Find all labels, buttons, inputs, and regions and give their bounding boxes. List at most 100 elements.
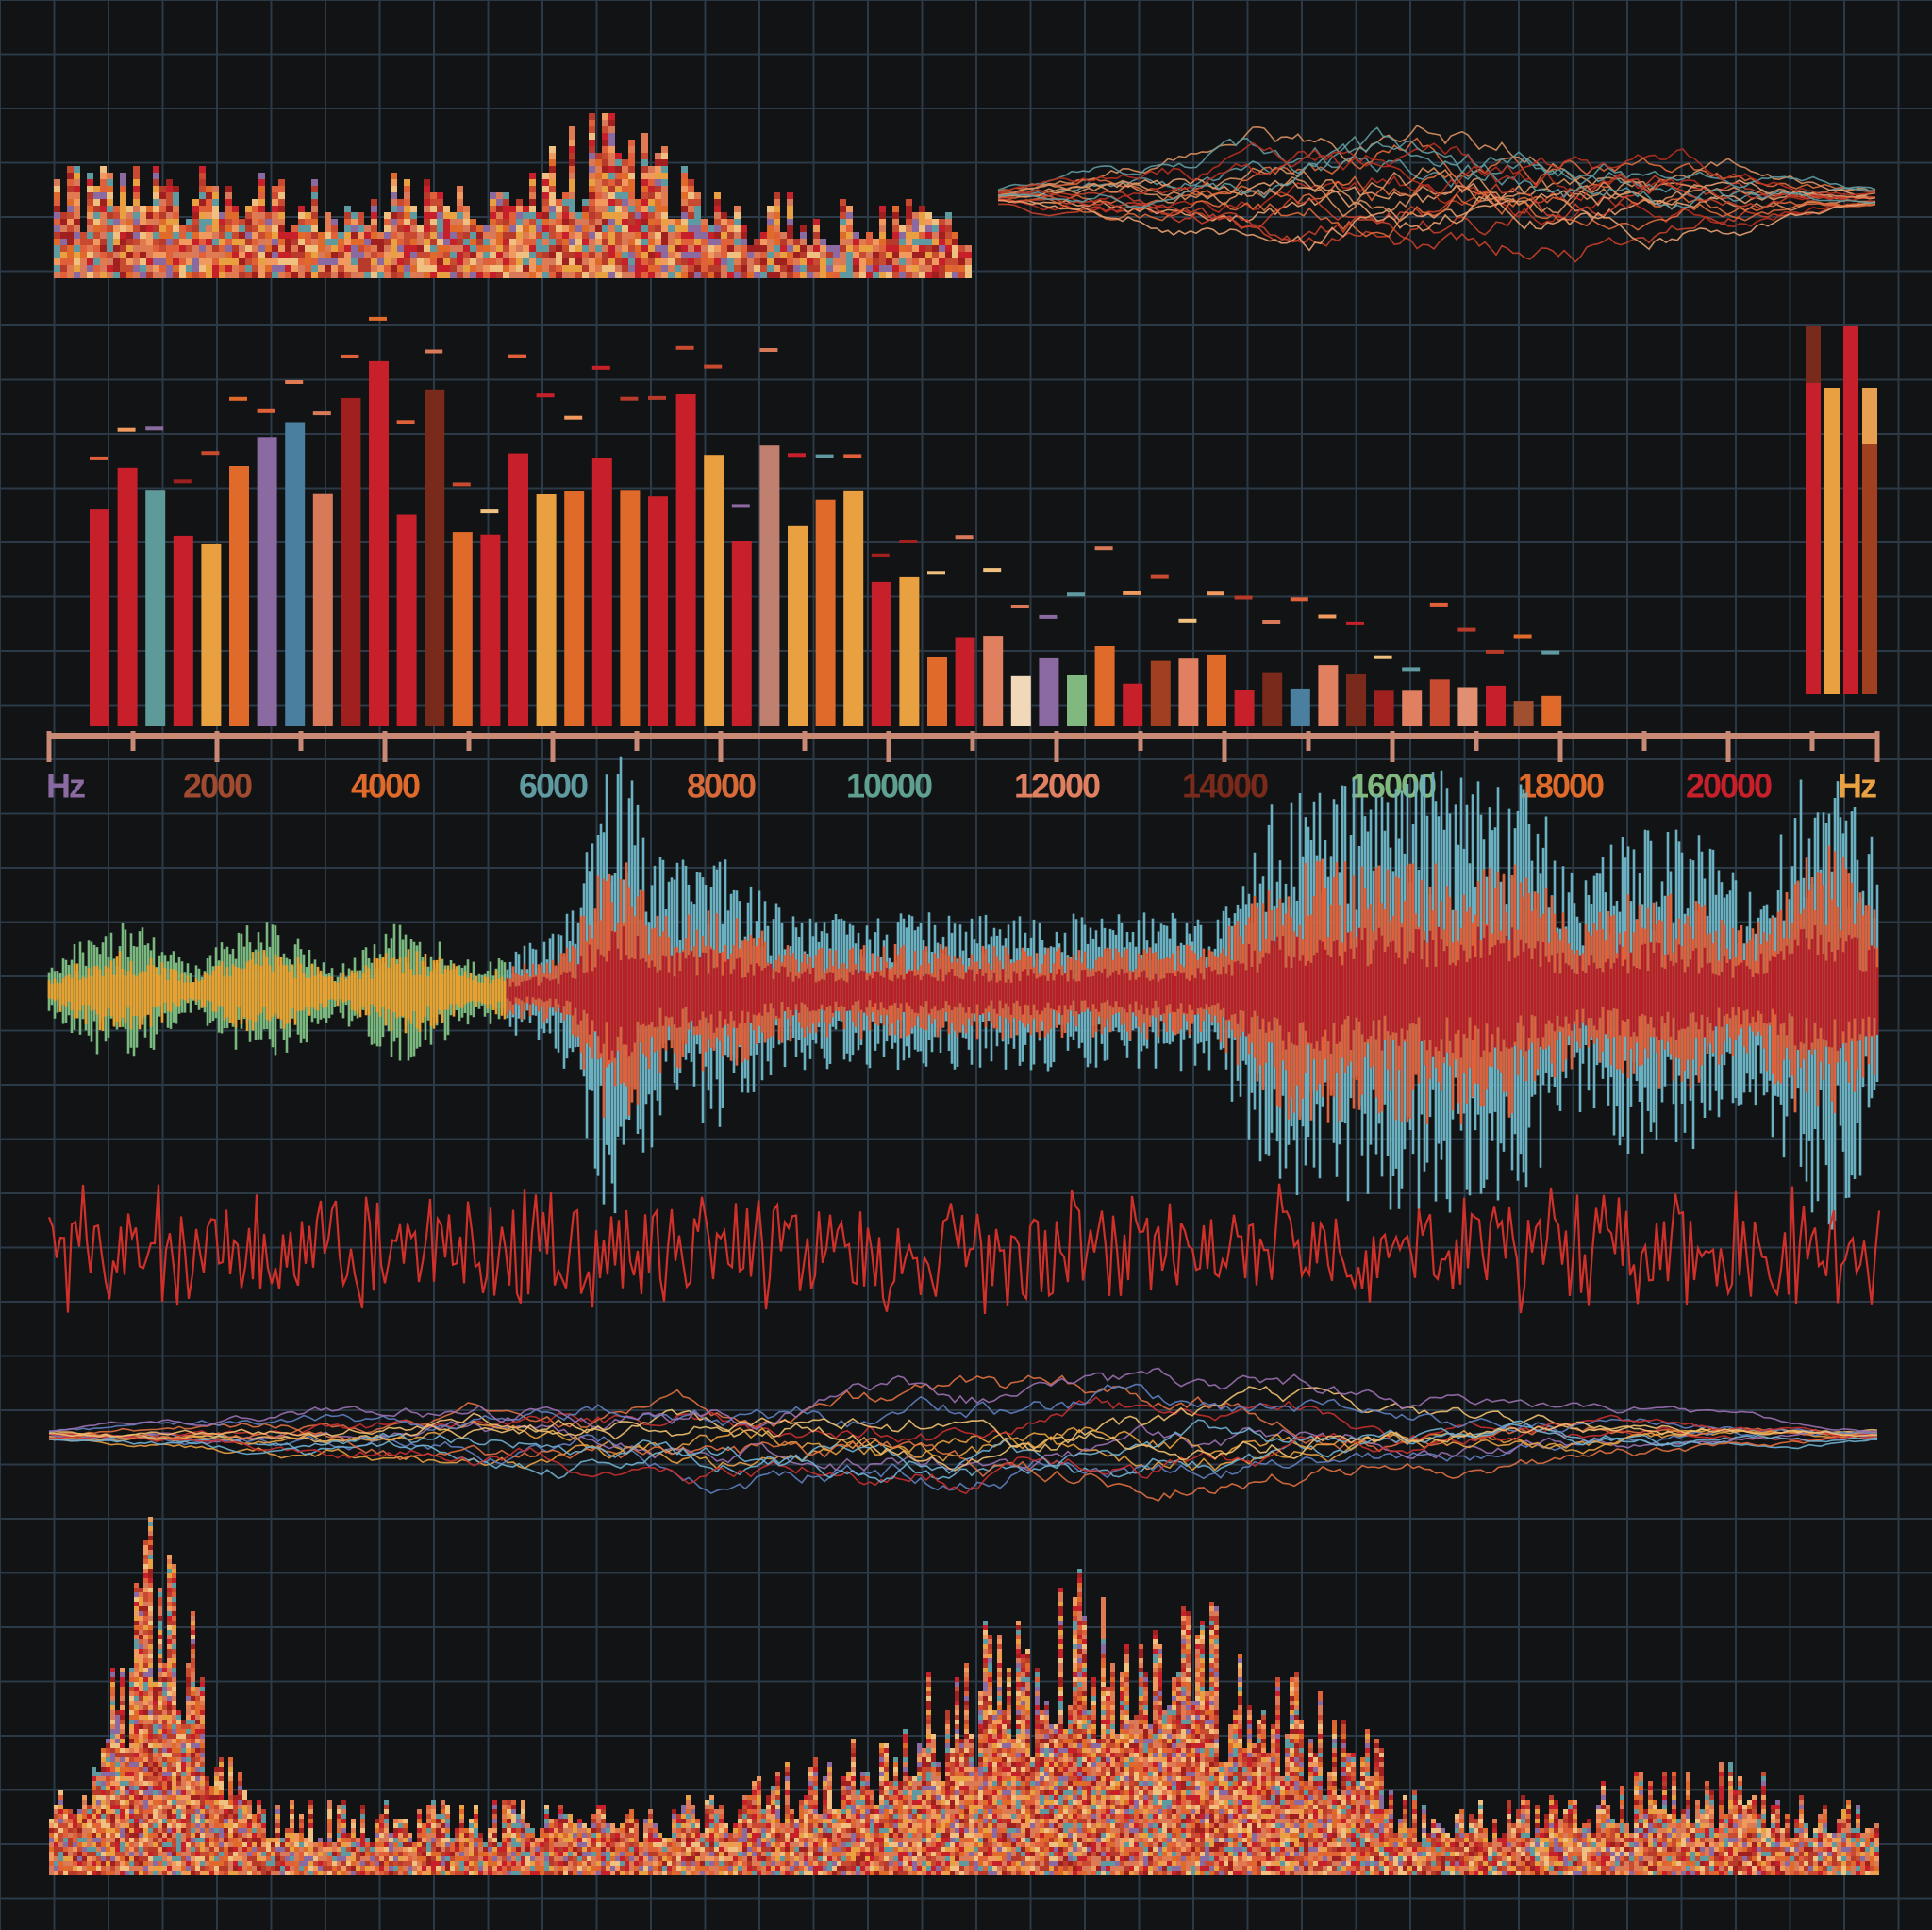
mosaic-cell — [337, 1842, 341, 1847]
mosaic-cell — [199, 206, 206, 212]
mosaic-cell — [344, 239, 351, 245]
mosaic-cell — [186, 1729, 191, 1734]
mosaic-cell — [87, 1852, 92, 1856]
mosaic-cell — [558, 1809, 563, 1814]
mosaic-cell — [625, 1819, 629, 1823]
mosaic-cell — [275, 1814, 280, 1819]
mosaic-cell — [129, 1715, 134, 1720]
mosaic-cell — [327, 1847, 332, 1852]
mosaic-cell — [705, 1823, 709, 1828]
mosaic-cell — [738, 1847, 742, 1852]
mosaic-cell — [266, 1838, 271, 1842]
mosaic-cell — [305, 265, 311, 272]
mosaic-cell — [853, 252, 859, 258]
mosaic-cell — [714, 1833, 719, 1838]
mosaic-cell — [879, 1866, 884, 1871]
mosaic-cell — [408, 1838, 412, 1842]
mosaic-cell — [846, 1828, 851, 1833]
mosaic-cell — [107, 212, 113, 219]
mosaic-cell — [323, 1871, 327, 1875]
mosaic-cell — [639, 1852, 643, 1856]
mosaic-cell — [199, 199, 206, 206]
mosaic-cell — [431, 1871, 436, 1875]
mosaic-cell — [799, 1823, 804, 1828]
mosaic-cell — [153, 265, 159, 272]
mosaic-cell — [167, 1833, 172, 1838]
mosaic-cell — [804, 1861, 808, 1866]
mosaic-cell — [422, 1871, 426, 1875]
mosaic-cell — [186, 1682, 191, 1687]
mosaic-cell — [384, 1828, 389, 1833]
mosaic-cell — [233, 1842, 238, 1847]
mosaic-cell — [589, 159, 595, 166]
mosaic-cell — [167, 1616, 172, 1621]
mosaic-cell — [365, 1866, 370, 1871]
mosaic-cell — [785, 1781, 790, 1786]
mosaic-cell — [205, 1819, 209, 1823]
mosaic-cell — [278, 206, 285, 212]
mosaic-cell — [595, 258, 602, 265]
mosaic-cell — [734, 232, 741, 239]
mosaic-cell — [308, 1852, 313, 1856]
mosaic-cell — [110, 1743, 115, 1748]
mosaic-cell — [143, 1663, 148, 1668]
mosaic-cell — [146, 258, 153, 265]
mosaic-cell — [375, 1838, 379, 1842]
mosaic-cell — [101, 1805, 106, 1809]
mosaic-cell — [331, 265, 338, 272]
mosaic-cell — [606, 1871, 610, 1875]
mosaic-cell — [747, 1861, 752, 1866]
mosaic-cell — [58, 1800, 63, 1805]
mosaic-cell — [285, 1856, 290, 1861]
mosaic-cell — [502, 1805, 507, 1809]
mosaic-cell — [120, 1795, 125, 1800]
mosaic-cell — [191, 1663, 195, 1668]
mosaic-cell — [115, 1805, 120, 1809]
mosaic-cell — [701, 232, 708, 239]
mosaic-cell — [641, 232, 648, 239]
mosaic-cell — [780, 1856, 785, 1861]
mosaic-cell — [573, 1856, 577, 1861]
mosaic-cell — [272, 225, 278, 232]
mosaic-cell — [417, 1847, 422, 1852]
mosaic-cell — [391, 186, 397, 192]
mosaic-cell — [242, 1819, 247, 1823]
mosaic-cell — [602, 173, 608, 179]
mosaic-cell — [245, 239, 252, 245]
mosaic-cell — [173, 232, 179, 239]
mosaic-cell — [577, 1842, 582, 1847]
mosaic-cell — [87, 1871, 92, 1875]
mosaic-cell — [120, 1847, 125, 1852]
mosaic-cell — [700, 1838, 705, 1842]
mosaic-cell — [492, 1833, 497, 1838]
mosaic-cell — [892, 225, 899, 232]
mosaic-cell — [602, 179, 608, 186]
mosaic-cell — [490, 199, 496, 206]
mosaic-cell — [106, 1748, 110, 1753]
mosaic-cell — [892, 258, 899, 265]
mosaic-cell — [257, 1842, 261, 1847]
mosaic-cell — [134, 1757, 139, 1762]
mosaic-cell — [492, 1814, 497, 1819]
mosaic-cell — [337, 1833, 341, 1838]
mosaic-cell — [365, 1838, 370, 1842]
mosaic-cell — [172, 1814, 176, 1819]
mosaic-cell — [129, 1748, 134, 1753]
mosaic-cell — [681, 258, 688, 265]
mosaic-cell — [74, 265, 80, 272]
mosaic-cell — [285, 1842, 290, 1847]
mosaic-cell — [258, 258, 265, 265]
mosaic-cell — [351, 245, 358, 252]
mosaic-cell — [544, 1856, 549, 1861]
mosaic-cell — [252, 1842, 257, 1847]
mosaic-cell — [148, 1852, 153, 1856]
mosaic-cell — [54, 219, 60, 225]
mosaic-cell — [327, 1828, 332, 1833]
mosaic-cell — [667, 1847, 672, 1852]
mosaic-cell — [556, 265, 562, 272]
mosaic-cell — [771, 1838, 775, 1842]
mosaic-cell — [799, 1856, 804, 1861]
mosaic-cell — [889, 1847, 893, 1852]
mosaic-cell — [148, 1805, 153, 1809]
mosaic-cell — [125, 1838, 129, 1842]
